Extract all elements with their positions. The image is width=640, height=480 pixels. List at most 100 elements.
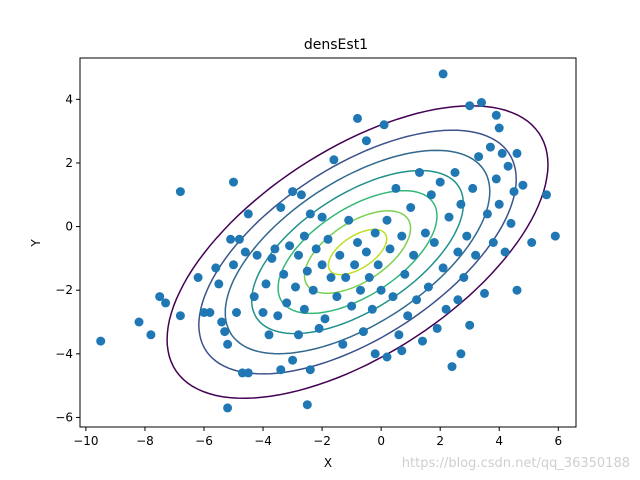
data-point (288, 355, 298, 365)
data-point (397, 231, 407, 241)
data-point (264, 330, 274, 340)
contour-level-3 (224, 149, 491, 355)
data-point (229, 260, 238, 270)
watermark-text: https://blog.csdn.net/qq_36350188 (402, 456, 630, 471)
x-tick-label: −4 (254, 434, 272, 448)
contour-level-7 (327, 228, 388, 276)
x-tick-label: 2 (436, 434, 444, 448)
data-point (512, 148, 522, 158)
data-point (506, 218, 516, 228)
data-point (438, 263, 448, 273)
data-point (214, 279, 224, 289)
x-tick-label: 6 (554, 434, 562, 448)
data-point (382, 215, 392, 225)
data-point (477, 98, 486, 107)
data-point (415, 168, 424, 177)
y-tick-label: −4 (55, 347, 73, 361)
data-point (217, 317, 227, 327)
data-point (388, 292, 398, 302)
y-tick-label: 2 (65, 156, 73, 170)
contour-level-2 (198, 129, 517, 375)
data-point (267, 253, 277, 263)
data-point (329, 155, 339, 165)
contour-level-6 (303, 210, 412, 294)
data-point (394, 330, 404, 340)
data-point (243, 209, 253, 219)
data-point (155, 292, 165, 302)
data-point (358, 327, 368, 337)
data-point (391, 183, 401, 193)
data-point (471, 250, 481, 260)
data-point (332, 292, 342, 302)
y-tick-label: 4 (65, 92, 73, 106)
data-point (317, 212, 327, 222)
data-point (361, 247, 371, 257)
data-point (273, 311, 283, 321)
data-point (175, 187, 185, 197)
data-point (500, 247, 510, 257)
data-point (240, 247, 250, 257)
x-axis-ticks: −10 −8 −6 −4 −2 0 2 4 6 (73, 427, 562, 448)
data-point (418, 336, 427, 346)
data-point (379, 120, 389, 130)
data-point (456, 349, 466, 359)
data-point (285, 241, 295, 251)
data-point (134, 317, 144, 327)
data-point (444, 212, 454, 222)
x-tick-label: −6 (195, 434, 213, 448)
data-point (320, 314, 330, 324)
data-point (370, 228, 380, 238)
data-point (403, 311, 413, 321)
data-point (518, 180, 528, 190)
data-point (435, 177, 445, 187)
data-point (406, 203, 416, 212)
data-point (193, 273, 203, 282)
data-point (276, 203, 286, 212)
data-point (353, 238, 362, 247)
data-point (220, 327, 230, 337)
data-point (494, 199, 504, 209)
data-point (385, 244, 395, 254)
data-point (344, 215, 354, 225)
x-tick-label: −2 (313, 434, 331, 448)
data-point (432, 323, 442, 333)
scatter-points (96, 69, 560, 413)
data-point (459, 273, 469, 282)
data-point (482, 209, 492, 219)
data-point (252, 250, 262, 260)
data-point (474, 152, 484, 162)
data-point (542, 190, 551, 200)
data-point (146, 330, 156, 340)
data-point (314, 323, 324, 333)
y-axis-ticks: −6 −4 −2 0 2 4 (55, 92, 80, 424)
data-point (341, 273, 351, 282)
data-point (302, 266, 312, 276)
data-point (364, 273, 374, 282)
data-point (302, 400, 312, 410)
data-point (347, 301, 357, 311)
x-tick-label: 0 (377, 434, 385, 448)
data-point (161, 298, 171, 308)
data-point (426, 190, 436, 200)
data-point (305, 209, 315, 219)
data-point (376, 285, 386, 295)
data-point (258, 308, 268, 317)
data-point (409, 250, 419, 260)
data-point (356, 285, 365, 295)
data-point (338, 339, 348, 349)
data-point (468, 183, 478, 193)
data-point (429, 238, 439, 247)
data-point (370, 349, 380, 359)
data-point (317, 260, 327, 270)
data-point (294, 330, 303, 340)
data-point (503, 161, 513, 171)
data-point (282, 298, 292, 308)
x-tick-label: −10 (73, 434, 98, 448)
data-point (453, 247, 463, 257)
data-point (205, 308, 215, 317)
data-point (296, 190, 306, 200)
data-point (335, 250, 345, 260)
y-tick-label: −2 (55, 283, 73, 297)
data-point (299, 304, 309, 314)
data-point (308, 285, 318, 295)
